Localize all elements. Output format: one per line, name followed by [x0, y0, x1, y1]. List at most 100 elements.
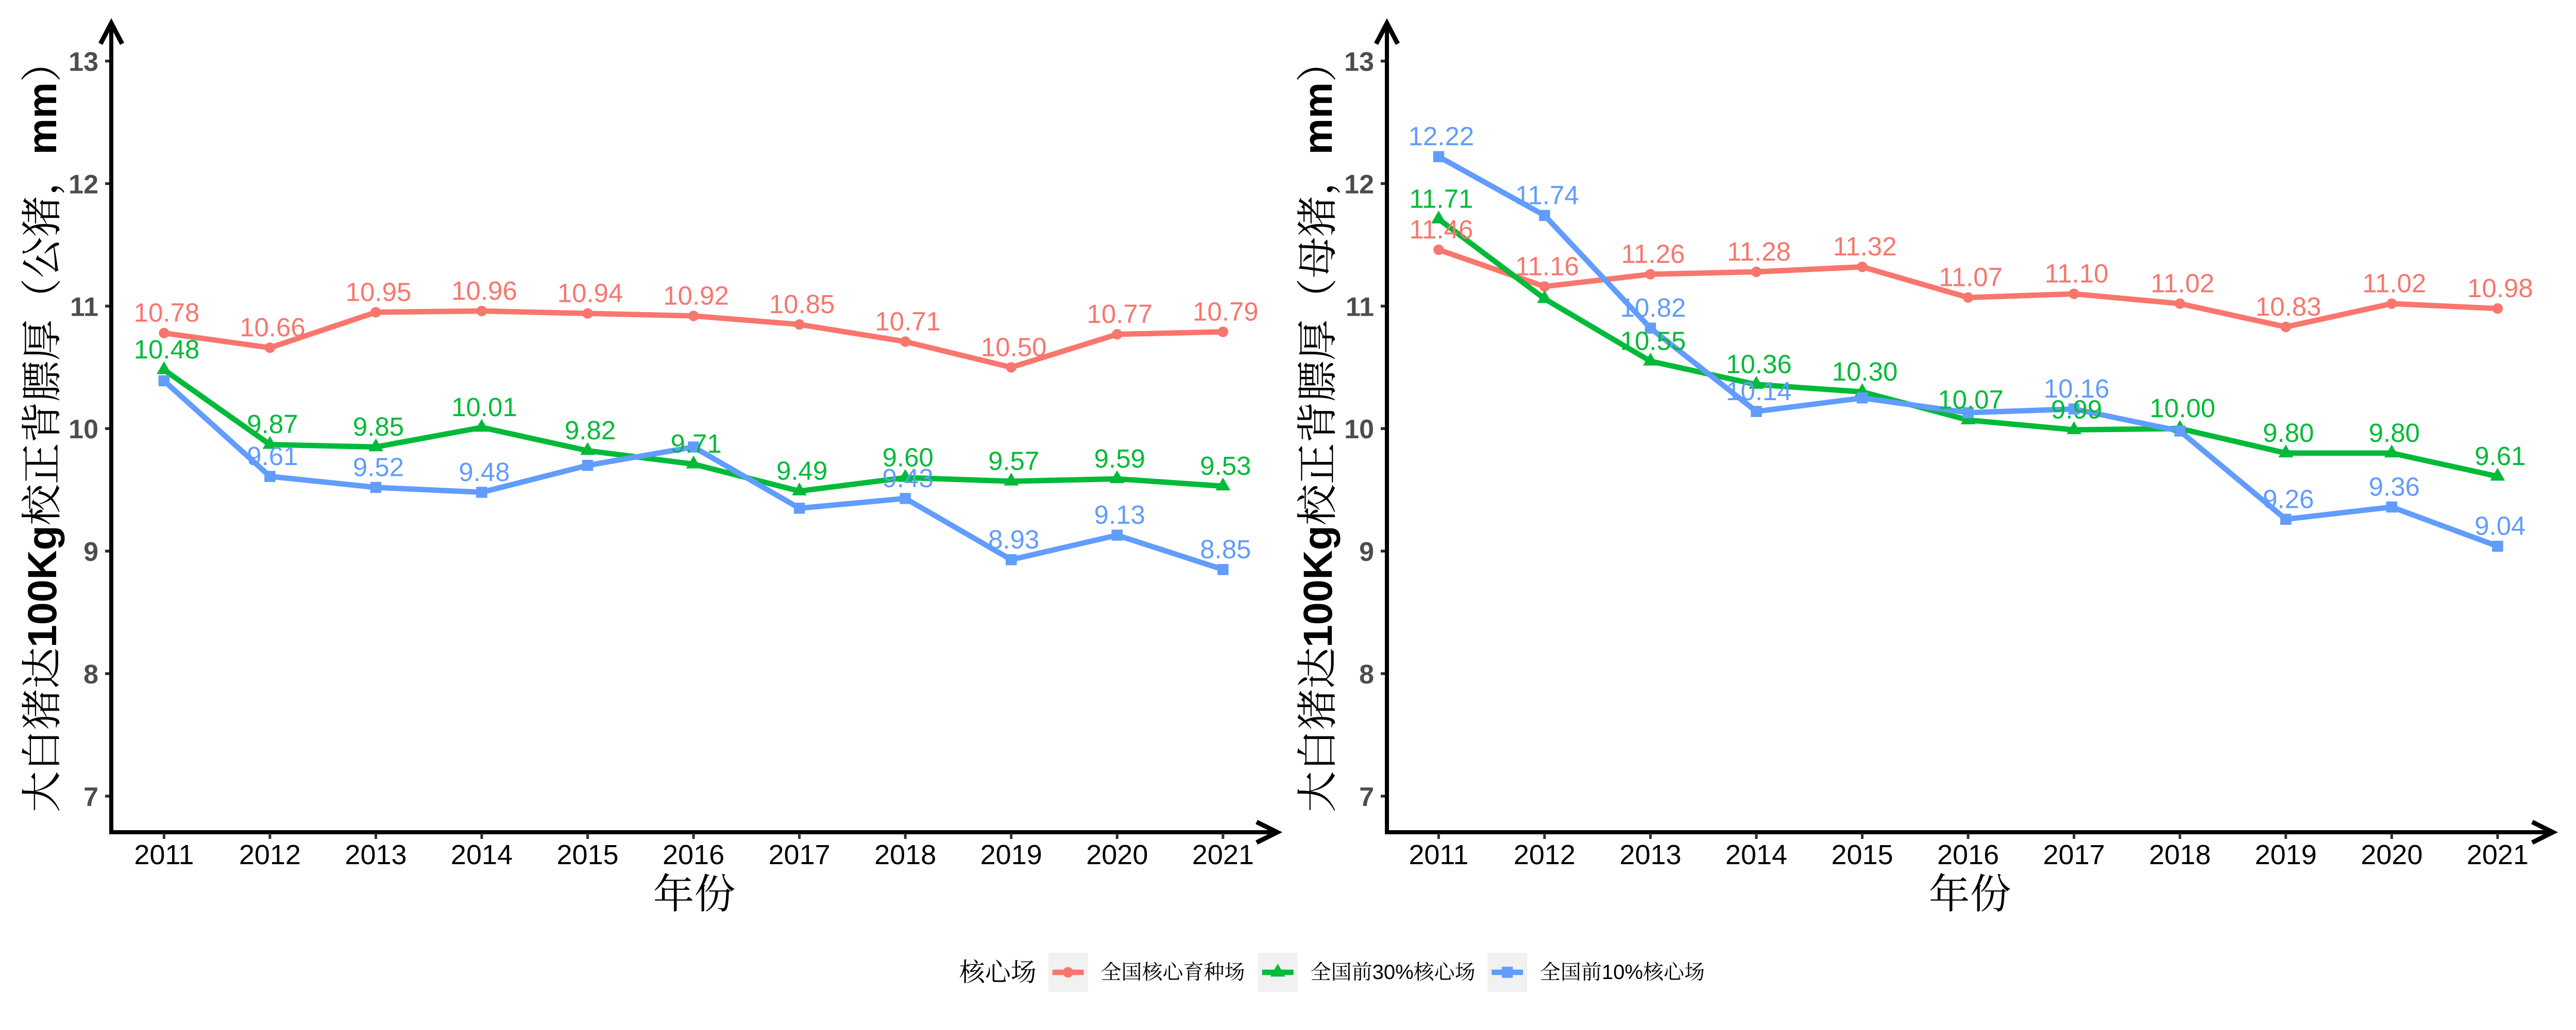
svg-text:10.79: 10.79: [1193, 297, 1259, 326]
svg-text:2019: 2019: [980, 839, 1042, 870]
svg-text:mm: mm: [19, 82, 65, 155]
svg-text:2013: 2013: [345, 839, 406, 870]
svg-text:8.93: 8.93: [988, 525, 1039, 554]
svg-text:11: 11: [70, 292, 98, 322]
svg-text:100Kg: 100Kg: [19, 525, 65, 647]
svg-text:11: 11: [1346, 292, 1374, 322]
svg-text:2017: 2017: [2043, 839, 2105, 870]
svg-text:10.36: 10.36: [1726, 350, 1792, 379]
svg-text:11.07: 11.07: [1939, 263, 2003, 292]
svg-text:10.98: 10.98: [2467, 273, 2533, 303]
svg-text:2012: 2012: [1514, 839, 1575, 870]
svg-text:9.59: 9.59: [1094, 444, 1145, 473]
svg-text:11.28: 11.28: [1727, 237, 1791, 266]
svg-text:9: 9: [83, 537, 98, 567]
svg-text:10.92: 10.92: [663, 281, 729, 310]
svg-text:2021: 2021: [1192, 839, 1254, 870]
svg-text:11.26: 11.26: [1621, 239, 1685, 269]
svg-text:10.50: 10.50: [981, 332, 1047, 362]
svg-text:9.52: 9.52: [353, 452, 404, 482]
svg-text:8: 8: [83, 660, 98, 690]
svg-text:2018: 2018: [874, 839, 936, 870]
svg-text:9.80: 9.80: [2369, 418, 2420, 448]
svg-text:10.96: 10.96: [451, 276, 517, 305]
svg-text:8.85: 8.85: [1200, 535, 1251, 564]
svg-text:9.13: 9.13: [1094, 500, 1145, 529]
svg-text:2014: 2014: [1725, 839, 1787, 870]
svg-text:10.83: 10.83: [2256, 292, 2321, 321]
svg-text:13: 13: [1344, 47, 1374, 77]
svg-text:10.55: 10.55: [1620, 326, 1686, 355]
svg-text:9.85: 9.85: [353, 412, 404, 441]
svg-text:10.01: 10.01: [451, 392, 517, 422]
svg-text:9.04: 9.04: [2475, 511, 2526, 541]
svg-text:7: 7: [1359, 782, 1374, 812]
svg-text:9.82: 9.82: [565, 416, 616, 445]
svg-text:2011: 2011: [1409, 839, 1468, 870]
svg-text:2016: 2016: [1937, 839, 1999, 870]
svg-text:12.22: 12.22: [1409, 122, 1475, 151]
svg-text:2013: 2013: [1619, 839, 1681, 870]
svg-text:2020: 2020: [1086, 839, 1148, 870]
svg-text:11.46: 11.46: [1409, 215, 1473, 244]
svg-text:2017: 2017: [769, 839, 831, 870]
svg-text:9.61: 9.61: [247, 441, 298, 471]
svg-text:9.57: 9.57: [988, 447, 1039, 476]
svg-text:10.77: 10.77: [1087, 299, 1153, 329]
svg-text:2021: 2021: [2467, 839, 2529, 870]
svg-text:11.02: 11.02: [2362, 269, 2426, 298]
svg-text:7: 7: [83, 782, 98, 812]
svg-text:2012: 2012: [239, 839, 301, 870]
svg-text:11.16: 11.16: [1515, 251, 1579, 281]
svg-text:10.30: 10.30: [1832, 357, 1898, 386]
svg-text:mm: mm: [1295, 82, 1341, 155]
svg-text:9.36: 9.36: [2369, 472, 2420, 502]
svg-text:9.60: 9.60: [883, 442, 934, 472]
svg-text:9.26: 9.26: [2263, 484, 2314, 513]
svg-text:9.71: 9.71: [670, 429, 721, 458]
svg-text:11.74: 11.74: [1515, 180, 1579, 210]
svg-text:100Kg: 100Kg: [1295, 525, 1341, 647]
svg-text:10.14: 10.14: [1726, 376, 1792, 406]
svg-text:10.07: 10.07: [1938, 385, 2004, 415]
svg-text:2014: 2014: [451, 839, 513, 870]
svg-text:11.32: 11.32: [1833, 232, 1897, 261]
svg-text:12: 12: [69, 170, 98, 200]
svg-text:10.00: 10.00: [2149, 393, 2215, 423]
svg-text:10: 10: [1344, 415, 1374, 444]
svg-text:2018: 2018: [2149, 839, 2211, 870]
svg-text:10.48: 10.48: [134, 335, 200, 364]
svg-text:10.94: 10.94: [557, 279, 623, 308]
svg-text:9.80: 9.80: [2263, 418, 2314, 448]
svg-text:9.99: 9.99: [2051, 395, 2102, 424]
svg-text:2015: 2015: [1832, 839, 1893, 870]
svg-text:10.85: 10.85: [769, 289, 835, 319]
svg-text:11.02: 11.02: [2150, 269, 2214, 298]
svg-text:13: 13: [69, 47, 98, 77]
svg-text:10.71: 10.71: [875, 306, 941, 336]
svg-text:10.78: 10.78: [134, 298, 200, 328]
svg-text:9.53: 9.53: [1200, 451, 1251, 480]
svg-text:10.95: 10.95: [346, 277, 412, 306]
svg-text:10.82: 10.82: [1620, 293, 1686, 322]
svg-text:8: 8: [1359, 660, 1374, 690]
svg-text:11.71: 11.71: [1409, 184, 1473, 214]
svg-text:10.66: 10.66: [240, 313, 306, 342]
svg-text:10: 10: [69, 415, 98, 444]
svg-text:9.49: 9.49: [776, 456, 827, 486]
svg-text:2020: 2020: [2361, 839, 2422, 870]
svg-text:10.16: 10.16: [2044, 374, 2110, 403]
svg-text:11.10: 11.10: [2045, 259, 2109, 288]
svg-text:9.48: 9.48: [459, 457, 510, 487]
svg-text:30%: 30%: [1372, 961, 1414, 984]
svg-text:2015: 2015: [557, 839, 619, 870]
svg-text:9: 9: [1359, 537, 1374, 567]
svg-text:12: 12: [1344, 170, 1374, 200]
svg-text:2019: 2019: [2255, 839, 2317, 870]
svg-text:2016: 2016: [663, 839, 724, 870]
svg-text:9.61: 9.61: [2475, 441, 2526, 471]
svg-text:9.87: 9.87: [247, 409, 298, 439]
svg-text:10%: 10%: [1602, 961, 1643, 984]
svg-text:2011: 2011: [134, 839, 194, 870]
svg-text:9.43: 9.43: [883, 464, 934, 493]
